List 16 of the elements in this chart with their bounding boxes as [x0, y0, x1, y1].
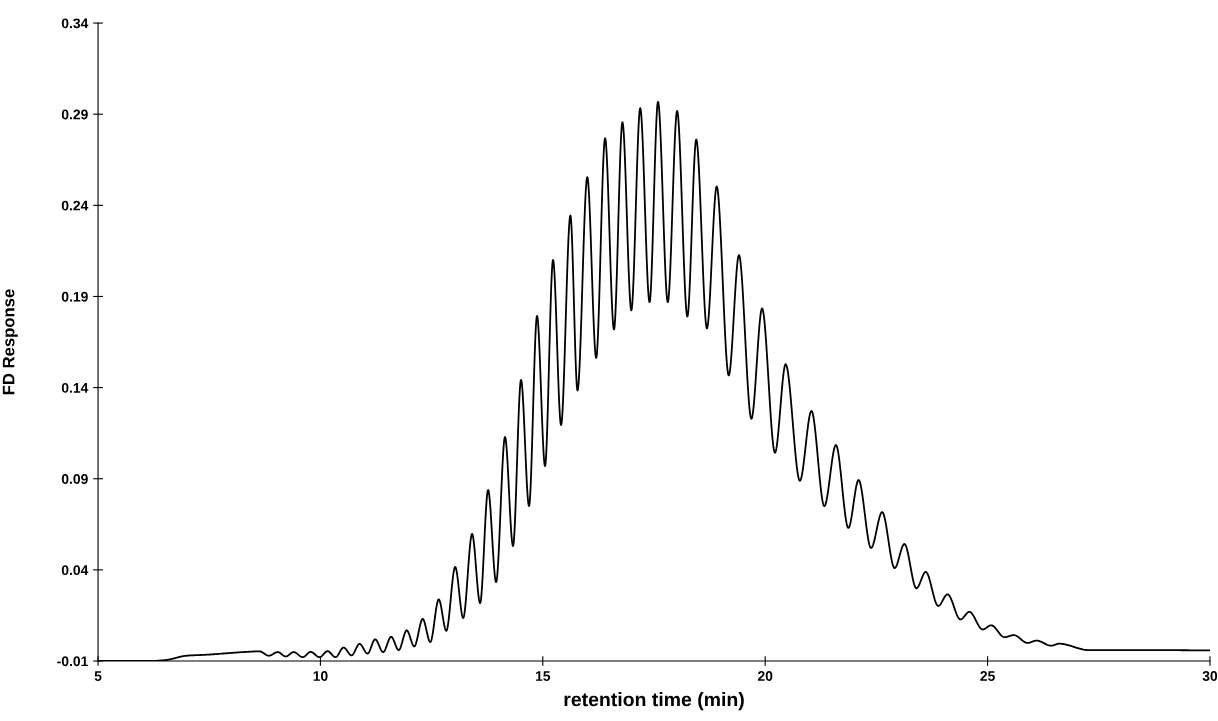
x-tick-label: 10: [313, 671, 328, 681]
y-tick-label: 0.04: [61, 565, 89, 576]
y-tick-label: -0.01: [57, 656, 88, 667]
y-tick-label: 0.14: [61, 382, 89, 393]
y-tick-label: 0.09: [61, 474, 88, 484]
x-tick-label: 20: [757, 671, 773, 681]
y-tick-label: 0.19: [61, 291, 88, 302]
x-tick-label: 25: [980, 671, 995, 681]
x-tick-label: 15: [535, 671, 551, 681]
y-axis-title: FD Response: [2, 289, 18, 395]
x-tick-label: 30: [1202, 671, 1218, 681]
y-tick-label: 0.34: [61, 18, 89, 29]
y-tick-label: 0.24: [61, 200, 89, 211]
x-tick-label: 5: [94, 671, 102, 681]
x-axis-title: retention time (min): [564, 692, 744, 711]
y-tick-label: 0.29: [61, 109, 88, 120]
